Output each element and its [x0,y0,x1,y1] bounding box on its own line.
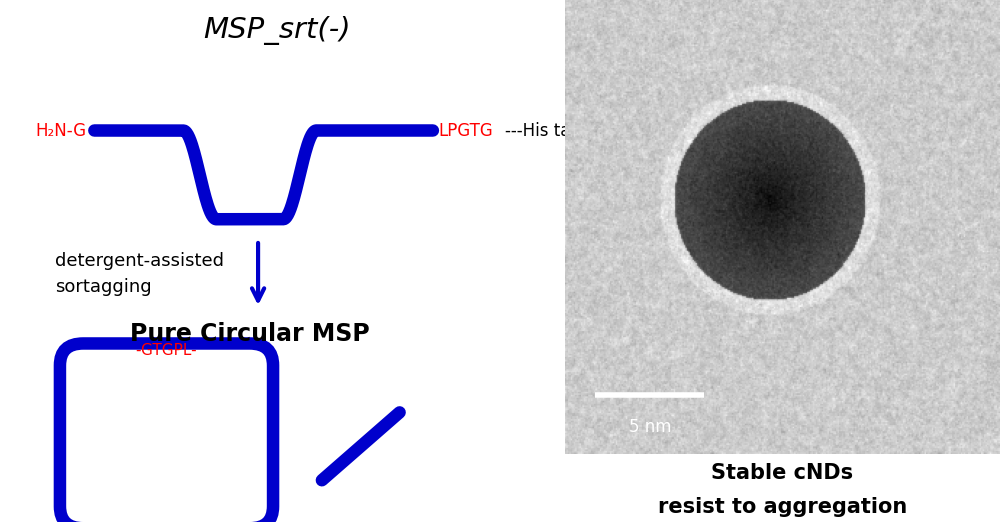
Text: ---His tag: ---His tag [505,122,581,139]
Text: Pure Circular MSP: Pure Circular MSP [130,322,370,346]
Text: sortagging: sortagging [56,278,152,296]
Text: 5 nm: 5 nm [629,418,671,436]
Text: -GTGPL-: -GTGPL- [136,343,197,358]
Text: H₂N-G: H₂N-G [35,122,86,139]
Text: resist to aggregation: resist to aggregation [658,497,907,517]
Text: LPGTG: LPGTG [438,122,493,139]
Text: MSP_srt(-): MSP_srt(-) [204,16,351,45]
Text: Stable cNDs: Stable cNDs [711,463,854,483]
Text: detergent-assisted: detergent-assisted [56,252,224,270]
